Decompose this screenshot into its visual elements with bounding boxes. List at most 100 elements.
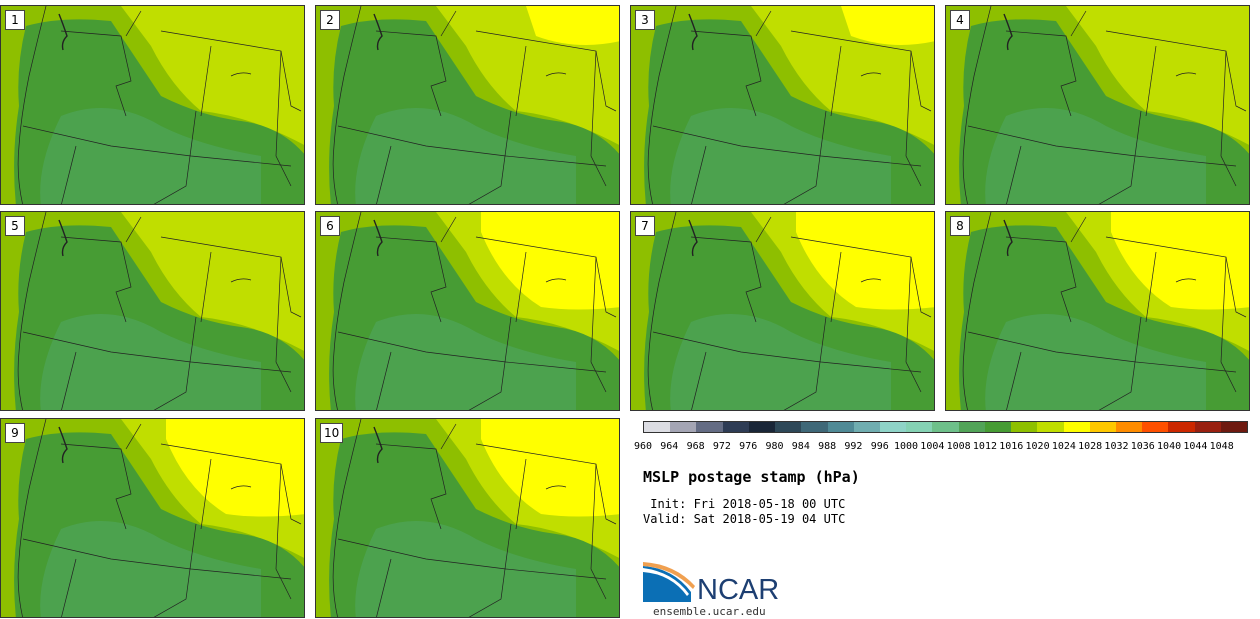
colorbar-swatch	[775, 422, 802, 432]
mslp-map	[316, 212, 619, 410]
member-label: 1	[5, 10, 25, 30]
ncar-logo-icon	[643, 562, 695, 602]
colorbar-tick-label: 1000	[893, 441, 919, 452]
pressure-zone-high	[481, 212, 619, 310]
mslp-map	[631, 212, 934, 410]
state-borders	[17, 419, 302, 617]
map-panel: 4	[945, 5, 1250, 205]
puget-sound	[58, 426, 68, 464]
pressure-zone-high	[481, 419, 619, 517]
valid-time: Valid: Sat 2018-05-19 04 UTC	[643, 512, 846, 526]
colorbar-swatch	[1115, 422, 1143, 432]
member-label: 8	[950, 216, 970, 236]
map-panel: 10	[315, 418, 620, 618]
puget-sound	[373, 219, 383, 257]
colorbar-tick-label: 968	[686, 441, 705, 452]
colorbar-swatch	[1194, 422, 1221, 432]
colorbar-tick-label: 984	[791, 441, 810, 452]
colorbar-swatch	[1063, 422, 1090, 432]
map-panel: 9	[0, 418, 305, 618]
colorbar-swatch	[827, 422, 854, 432]
pressure-zone-low-deep	[40, 521, 261, 617]
pressure-zone-low-deep	[670, 108, 891, 204]
colorbar-swatch	[958, 422, 985, 432]
colorbar-swatch	[1220, 422, 1248, 432]
member-label: 5	[5, 216, 25, 236]
state-borders	[647, 6, 932, 204]
mslp-map	[1, 6, 304, 204]
colorbar-tick-label: 1020	[1025, 441, 1050, 452]
puget-sound	[58, 13, 68, 51]
member-label: 3	[635, 10, 655, 30]
colorbar-swatch	[906, 422, 933, 432]
colorbar-tick-label: 976	[739, 441, 758, 452]
pressure-zone-mid	[1066, 6, 1249, 145]
colorbar-tick-label: 992	[844, 441, 863, 452]
colorbar	[643, 421, 1248, 433]
colorbar-swatch	[1089, 422, 1116, 432]
pressure-zone-low-deep	[355, 314, 576, 410]
colorbar-swatch	[1168, 422, 1195, 432]
map-panel: 6	[315, 211, 620, 411]
colorbar-tick-label: 996	[870, 441, 889, 452]
state-borders	[332, 212, 617, 410]
pressure-zone-low-deep	[40, 108, 261, 204]
colorbar-tick-label: 980	[765, 441, 784, 452]
pressure-zone-high	[796, 212, 934, 310]
colorbar-swatch	[984, 422, 1012, 432]
colorbar-swatch	[644, 422, 671, 432]
colorbar-swatch	[696, 422, 723, 432]
colorbar-tick-label: 972	[712, 441, 731, 452]
colorbar-swatch	[932, 422, 959, 432]
puget-sound	[688, 13, 698, 51]
pressure-zone-low-deep	[985, 108, 1206, 204]
map-panel: 7	[630, 211, 935, 411]
member-label: 6	[320, 216, 340, 236]
colorbar-swatch	[853, 422, 880, 432]
colorbar-swatch	[670, 422, 697, 432]
state-borders	[962, 212, 1247, 410]
pressure-zone-low-deep	[355, 521, 576, 617]
colorbar-tick-label: 1028	[1078, 441, 1103, 452]
map-panel: 8	[945, 211, 1250, 411]
member-label: 9	[5, 423, 25, 443]
map-panel: 5	[0, 211, 305, 411]
colorbar-tick-label: 988	[818, 441, 837, 452]
state-borders	[962, 6, 1247, 204]
mslp-map	[1, 212, 304, 410]
colorbar-swatch	[748, 422, 776, 432]
state-borders	[332, 6, 617, 204]
member-label: 10	[320, 423, 344, 443]
state-borders	[17, 6, 302, 204]
map-panel: 3	[630, 5, 935, 205]
pressure-zone-high	[526, 6, 619, 45]
member-label: 2	[320, 10, 340, 30]
colorbar-tick-label: 1004	[920, 441, 945, 452]
mslp-map	[316, 419, 619, 617]
state-borders	[647, 212, 932, 410]
puget-sound	[1003, 13, 1013, 51]
member-label: 4	[950, 10, 970, 30]
state-borders	[332, 419, 617, 617]
colorbar-tick-label: 1032	[1104, 441, 1129, 452]
puget-sound	[58, 219, 68, 257]
colorbar-swatch	[1037, 422, 1064, 432]
state-borders	[17, 212, 302, 410]
pressure-zone-high	[166, 419, 304, 517]
map-panel: 2	[315, 5, 620, 205]
ncar-wordmark: NCAR	[697, 574, 780, 606]
puget-sound	[688, 219, 698, 257]
pressure-zone-low-deep	[985, 314, 1206, 410]
mslp-map	[946, 6, 1249, 204]
mslp-map	[1, 419, 304, 617]
colorbar-swatch	[801, 422, 828, 432]
mslp-map	[316, 6, 619, 204]
colorbar-tick-label: 1016	[999, 441, 1024, 452]
site-url: ensemble.ucar.edu	[653, 605, 766, 618]
colorbar-tick-label: 960	[633, 441, 653, 452]
pressure-zone-high	[1111, 212, 1249, 310]
colorbar-tick-label: 1036	[1130, 441, 1155, 452]
map-panel: 1	[0, 5, 305, 205]
colorbar-tick-label: 1040	[1157, 441, 1182, 452]
colorbar-tick-label: 1048	[1209, 441, 1234, 452]
